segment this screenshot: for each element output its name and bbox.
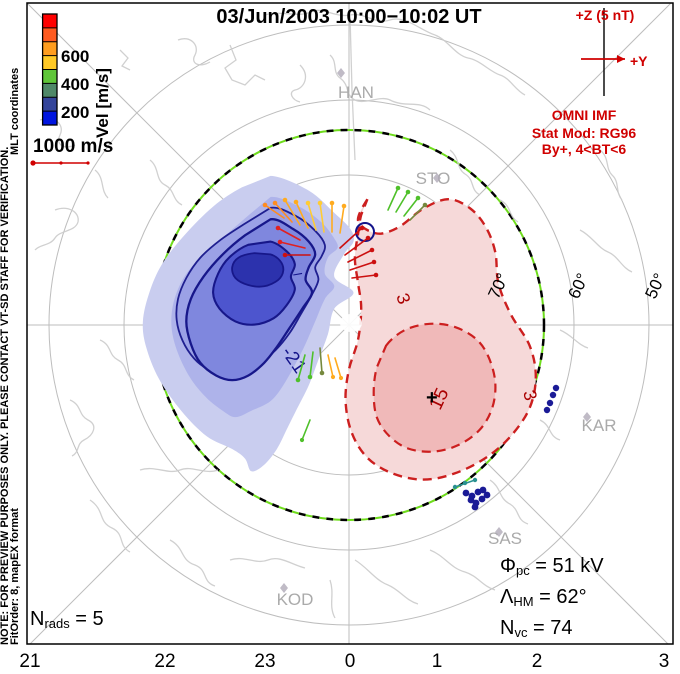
svg-text:3: 3 [659,651,670,672]
svg-text:0: 0 [345,651,356,672]
svg-text:1: 1 [432,651,443,672]
svg-text:Nvc = 74: Nvc = 74 [500,617,573,640]
svg-text:600: 600 [61,47,89,66]
svg-text:Vel [m/s]: Vel [m/s] [93,68,112,138]
svg-text:Φpc = 51 kV: Φpc = 51 kV [500,555,604,578]
svg-text:+Z (5 nT): +Z (5 nT) [576,7,635,23]
svg-text:By+, 4<BT<6: By+, 4<BT<6 [542,141,627,157]
svg-text:+Y: +Y [630,53,648,69]
svg-text:HAN: HAN [338,83,374,102]
svg-text:STO: STO [416,169,451,188]
svg-text:OMNI IMF: OMNI IMF [552,107,617,123]
svg-text:ΛHM = 62°: ΛHM = 62° [500,586,587,609]
svg-text:MLT coordinates: MLT coordinates [9,68,21,155]
svg-text:23: 23 [254,651,275,672]
svg-text:Stat Mod: RG96: Stat Mod: RG96 [532,125,636,141]
svg-text:1000 m/s: 1000 m/s [33,136,113,157]
svg-text:+: + [426,387,438,409]
svg-text:KOD: KOD [277,590,314,609]
svg-text:SAS: SAS [488,529,522,548]
svg-text:22: 22 [154,651,175,672]
svg-text:FitOrder: 8, mapEX format: FitOrder: 8, mapEX format [9,508,21,645]
svg-text:2: 2 [532,651,543,672]
svg-text:200: 200 [61,103,89,122]
svg-text:400: 400 [61,75,89,94]
svg-text:03/Jun/2003 10:00−10:02 UT: 03/Jun/2003 10:00−10:02 UT [216,6,481,28]
svg-text:21: 21 [19,651,40,672]
